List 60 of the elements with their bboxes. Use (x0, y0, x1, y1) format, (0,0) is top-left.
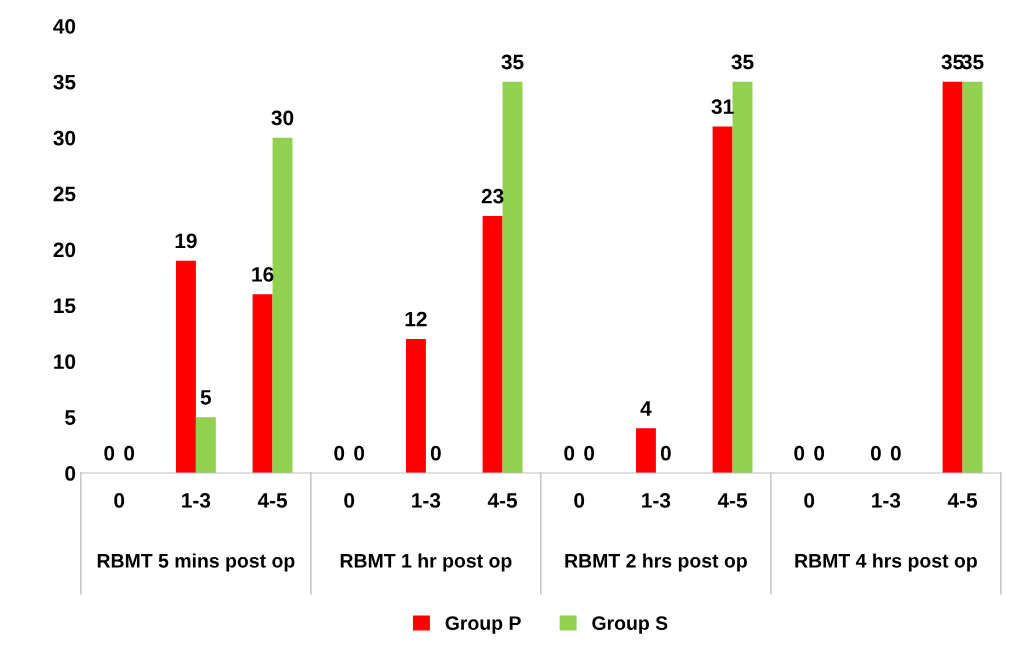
bar (732, 81, 753, 474)
y-tick-label: 15 (54, 298, 76, 314)
bar (942, 81, 963, 474)
legend-label: Group S (592, 616, 668, 634)
text: RBMT 5 mins post op (97, 553, 295, 572)
data-label: 35 (941, 54, 964, 70)
y-tick-label: 30 (53, 130, 76, 146)
data-label: 0 (870, 445, 881, 461)
x-tick-label: 1-3 (872, 493, 901, 508)
text: RBMT 1 hr post op (340, 553, 512, 572)
x-tick-label: 0 (114, 493, 125, 508)
bar (712, 126, 733, 474)
data-label: 0 (584, 445, 595, 461)
y-tick-label: 20 (53, 242, 76, 258)
data-label: 30 (271, 110, 294, 126)
bar (195, 417, 216, 474)
text: RBMT 2 hrs post op (565, 553, 747, 572)
text: RBMT 4 hrs post op (795, 553, 977, 572)
data-label: 0 (890, 445, 901, 461)
bar (272, 137, 293, 474)
x-tick-label: 0 (344, 493, 355, 508)
x-tick-label: 4-5 (717, 493, 748, 508)
data-label: 19 (175, 233, 197, 249)
bar (175, 260, 196, 474)
data-label: 5 (200, 390, 212, 405)
y-tick-label: 10 (54, 354, 76, 370)
data-label: 0 (354, 445, 365, 461)
data-label: 12 (405, 311, 427, 327)
data-label: 4 (640, 401, 652, 416)
x-tick-label: 4-5 (947, 493, 978, 508)
data-label: 0 (104, 445, 115, 461)
data-label: 0 (564, 445, 575, 461)
data-label: 35 (961, 54, 984, 70)
x-tick-label: 1-3 (412, 493, 441, 508)
data-label: 0 (430, 445, 441, 461)
y-tick-label: 35 (53, 74, 76, 90)
y-tick-label: 0 (65, 466, 76, 481)
y-tick-label: 40 (53, 18, 76, 34)
data-label: 35 (731, 54, 754, 70)
bar (635, 428, 656, 474)
bar (252, 294, 273, 474)
bar (502, 81, 523, 474)
data-label: 0 (334, 445, 345, 461)
x-tick-label: 1-3 (642, 493, 671, 508)
x-tick-label: 4-5 (257, 493, 288, 508)
data-label: 0 (794, 445, 805, 461)
bar (482, 215, 503, 474)
data-label: 0 (814, 445, 825, 461)
x-tick-label: 0 (574, 493, 585, 508)
y-tick-label: 25 (53, 186, 76, 202)
data-label: 0 (124, 445, 135, 461)
data-label: 0 (660, 445, 671, 461)
y-tick-label: 5 (65, 410, 76, 425)
bar (962, 81, 983, 474)
bar (405, 338, 426, 474)
x-tick-label: 1-3 (182, 493, 211, 508)
x-tick-label: 0 (804, 493, 815, 508)
x-tick-label: 4-5 (487, 493, 518, 508)
data-label: 35 (501, 54, 524, 70)
legend-label: Group P (445, 616, 521, 634)
